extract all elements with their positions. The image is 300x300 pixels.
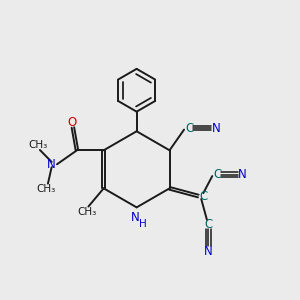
Text: N: N — [204, 245, 213, 258]
Text: CH₃: CH₃ — [29, 140, 48, 150]
Text: N: N — [212, 122, 220, 135]
Text: H: H — [139, 219, 147, 229]
Text: O: O — [68, 116, 77, 129]
Text: N: N — [131, 211, 140, 224]
Text: N: N — [238, 168, 247, 181]
Text: C: C — [199, 190, 208, 202]
Text: CH₃: CH₃ — [77, 207, 97, 217]
Text: C: C — [213, 168, 221, 181]
Text: C: C — [185, 122, 193, 135]
Text: N: N — [47, 158, 56, 171]
Text: CH₃: CH₃ — [37, 184, 56, 194]
Text: C: C — [204, 218, 212, 231]
